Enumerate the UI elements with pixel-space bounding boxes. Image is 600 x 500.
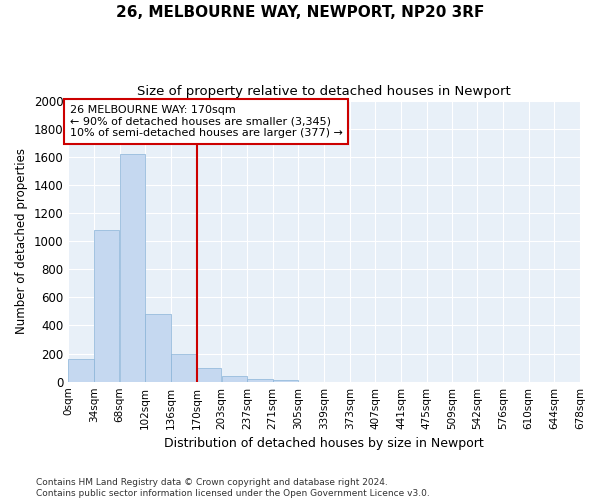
Bar: [273, 380, 298, 382]
Bar: [197, 368, 221, 382]
Bar: [119, 154, 145, 382]
Title: Size of property relative to detached houses in Newport: Size of property relative to detached ho…: [137, 85, 511, 98]
Y-axis label: Number of detached properties: Number of detached properties: [15, 148, 28, 334]
Text: Contains HM Land Registry data © Crown copyright and database right 2024.
Contai: Contains HM Land Registry data © Crown c…: [36, 478, 430, 498]
Bar: [221, 376, 247, 382]
Bar: [94, 230, 119, 382]
Bar: [247, 379, 272, 382]
Bar: [171, 354, 196, 382]
Text: 26 MELBOURNE WAY: 170sqm
← 90% of detached houses are smaller (3,345)
10% of sem: 26 MELBOURNE WAY: 170sqm ← 90% of detach…: [70, 105, 343, 138]
Bar: [68, 359, 94, 382]
Text: 26, MELBOURNE WAY, NEWPORT, NP20 3RF: 26, MELBOURNE WAY, NEWPORT, NP20 3RF: [116, 5, 484, 20]
X-axis label: Distribution of detached houses by size in Newport: Distribution of detached houses by size …: [164, 437, 484, 450]
Bar: [145, 314, 171, 382]
